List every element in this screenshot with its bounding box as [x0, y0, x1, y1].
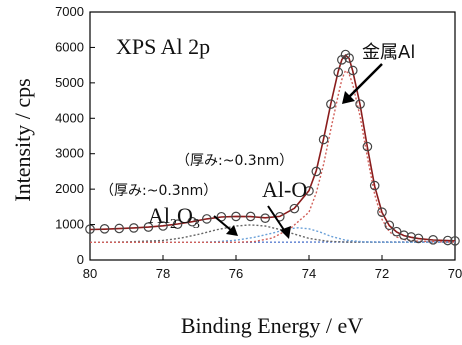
- measured-point: [143, 222, 154, 232]
- measured-point: [355, 99, 365, 109]
- measured-point: [399, 230, 409, 240]
- panel-label: XPS Al 2p: [116, 34, 210, 59]
- series-fit-envelope: [89, 54, 456, 242]
- measured-point: [362, 141, 373, 152]
- metal-al-arrowhead: [342, 91, 355, 104]
- y-tick-label: 7000: [55, 4, 84, 19]
- x-tick-label: 70: [448, 266, 462, 281]
- y-axis-label: Intensity / cps: [10, 78, 35, 201]
- measured-point: [187, 216, 197, 227]
- measured-point: [377, 207, 387, 217]
- measured-point: [99, 224, 110, 234]
- al2o3-sub-3: 3: [193, 217, 200, 232]
- al2o3-thickness-label: （厚み:~0.3nm）: [100, 183, 217, 199]
- plot-area: [89, 11, 456, 261]
- al2o3-al: Al: [148, 203, 170, 228]
- measured-point: [260, 213, 270, 223]
- measured-point: [347, 65, 358, 76]
- measured-point: [369, 180, 380, 191]
- measured-point: [333, 67, 343, 78]
- measured-point: [450, 236, 460, 246]
- y-tick-label: 0: [77, 252, 84, 267]
- y-tick-label: 1000: [55, 217, 84, 232]
- y-tick-label: 5000: [55, 75, 84, 90]
- metal-al-label: 金属Al: [362, 42, 415, 63]
- measured-point: [158, 221, 168, 231]
- measured-point: [172, 219, 183, 230]
- x-tick-label: 78: [156, 266, 170, 281]
- metal-al-arrow: [347, 63, 383, 99]
- alo-arrowhead: [280, 226, 291, 239]
- y-tick-label: 4000: [55, 110, 84, 125]
- al2o3-o: O: [177, 203, 193, 228]
- measured-point: [413, 233, 424, 244]
- series-Al-O-component: [90, 227, 455, 243]
- x-axis-label: Binding Energy / eV: [181, 313, 363, 338]
- measured-point: [114, 223, 124, 234]
- measured-point: [202, 214, 212, 224]
- al2o3-sub-2: 2: [170, 217, 177, 232]
- al2o3-arrowhead: [226, 225, 238, 236]
- al2o3-arrow: [213, 215, 233, 232]
- measured-point: [428, 235, 438, 245]
- y-tick-label: 6000: [55, 39, 84, 54]
- measured-point: [344, 53, 354, 63]
- y-tick-label: 2000: [55, 181, 84, 196]
- x-tick-label: 72: [375, 266, 389, 281]
- x-tick-label: 76: [229, 266, 243, 281]
- measured-point: [129, 223, 139, 233]
- series-Al2O3-component: [89, 224, 455, 243]
- alo-thickness-label: （厚み:~0.3nm）: [176, 153, 293, 169]
- y-tick-label: 3000: [55, 146, 84, 161]
- measured-point: [318, 134, 329, 145]
- alo-arrow: [267, 205, 287, 234]
- x-tick-label: 74: [302, 266, 316, 281]
- measured-point: [231, 211, 241, 222]
- al2o3-label: Al2O3: [148, 203, 200, 232]
- measured-point: [442, 235, 453, 246]
- alo-label: Al-O: [262, 177, 307, 202]
- measured-point: [245, 211, 256, 222]
- measured-point: [289, 203, 300, 214]
- measured-point: [406, 232, 416, 242]
- measured-point: [326, 99, 336, 109]
- measured-point: [384, 220, 395, 231]
- measured-point: [304, 186, 314, 196]
- x-tick-label: 80: [83, 266, 97, 281]
- measured-point: [311, 166, 322, 177]
